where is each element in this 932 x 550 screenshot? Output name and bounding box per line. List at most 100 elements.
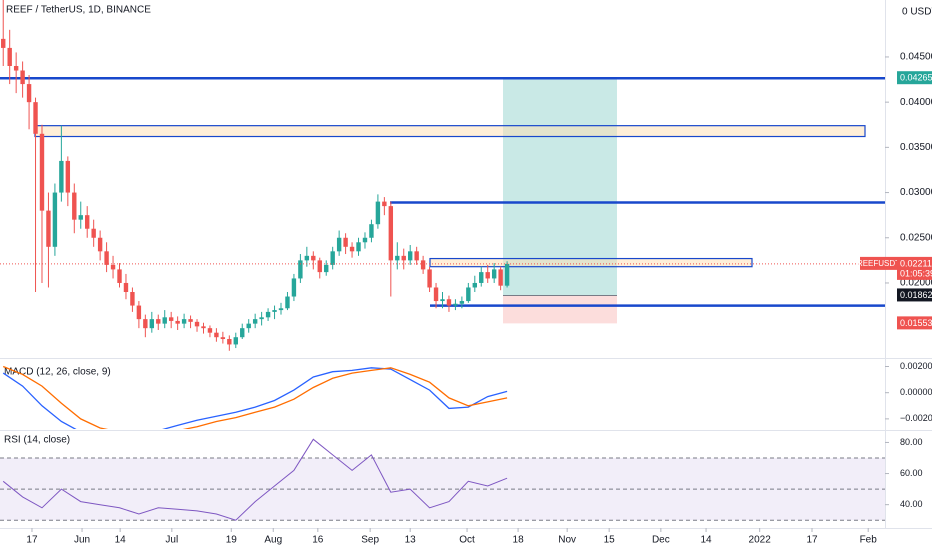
- candle-body: [194, 321, 200, 327]
- rsi-title: RSI (14, close): [4, 435, 70, 446]
- candle-body: [78, 215, 83, 220]
- candle-body: [117, 269, 122, 283]
- candle-body: [259, 317, 264, 320]
- candle-body: [362, 237, 368, 243]
- candle-body: [136, 305, 142, 320]
- candle-body: [13, 65, 19, 71]
- x-tick-label: Jul: [165, 535, 178, 546]
- candle-body: [252, 319, 258, 324]
- last-price-label: 0.02211: [900, 258, 932, 268]
- candle-body: [59, 160, 64, 193]
- rsi-pane: [0, 438, 885, 521]
- price-label-box: [897, 316, 932, 330]
- x-tick-label: Dec: [652, 535, 670, 546]
- zone: [34, 125, 866, 138]
- candle-body: [1, 38, 6, 48]
- candle-body: [472, 282, 477, 288]
- candle-body: [330, 251, 335, 265]
- macd-line: [2, 365, 508, 429]
- candle-body: [343, 237, 348, 247]
- y-tick-label: 60.00: [900, 468, 923, 478]
- candle-body: [356, 242, 361, 252]
- candle-body: [349, 246, 355, 252]
- candle-body: [97, 237, 103, 252]
- candle-body: [46, 210, 51, 247]
- x-tick-label: 14: [115, 535, 127, 546]
- x-tick-label: 2022: [749, 535, 772, 546]
- macd-pane: [2, 365, 508, 429]
- candle-body: [188, 319, 193, 322]
- candle-body: [123, 282, 129, 293]
- candle-body: [427, 269, 432, 288]
- candle-body: [278, 308, 284, 311]
- candle-body: [168, 317, 174, 321]
- price-label: 0.01862: [900, 290, 932, 300]
- candle-body: [433, 287, 439, 302]
- symbol-label: REEFUSDT: [857, 259, 900, 268]
- candle-body: [285, 296, 290, 309]
- candle-body: [110, 264, 116, 270]
- candle-body: [504, 263, 510, 286]
- candle-body: [7, 47, 12, 66]
- candle-body: [52, 192, 58, 247]
- x-tick-label: 16: [312, 535, 324, 546]
- candle-body: [453, 303, 458, 306]
- candle-body: [272, 310, 277, 312]
- candle-body: [298, 260, 303, 279]
- candle-body: [181, 319, 187, 324]
- candle-body: [317, 260, 322, 273]
- candle-body: [26, 84, 32, 103]
- candle-body: [324, 264, 329, 273]
- position-loss: [503, 295, 617, 324]
- x-tick-label: 17: [806, 535, 818, 546]
- candle-body: [395, 255, 400, 261]
- x-tick-label: 18: [513, 535, 525, 546]
- macd-line: [2, 367, 508, 429]
- candle-body: [149, 319, 155, 329]
- candle-body: [246, 323, 251, 329]
- candle-body: [65, 160, 71, 193]
- axis-unit: 0 USDT: [902, 7, 932, 18]
- candle-body: [466, 287, 471, 302]
- candle-body: [375, 201, 381, 225]
- x-tick-label: 17: [26, 535, 38, 546]
- candle-body: [388, 206, 394, 261]
- candle-body: [175, 320, 180, 324]
- candle-body: [414, 251, 419, 261]
- x-tick-label: Sep: [361, 535, 379, 546]
- candle-body: [20, 70, 25, 85]
- y-tick-label: 40.00: [900, 499, 923, 509]
- candle-body: [485, 272, 490, 279]
- countdown-label: 01:05:39: [900, 268, 932, 278]
- y-tick-label: 0.00000: [900, 387, 932, 397]
- chart-title: REEF / TetherUS, 1D, BINANCE: [6, 5, 151, 16]
- candle-body: [401, 255, 406, 261]
- x-tick-label: Oct: [459, 535, 475, 546]
- candle-body: [214, 332, 219, 338]
- price-pane: [0, 0, 885, 351]
- price-label-box: [897, 288, 932, 302]
- x-tick-label: Aug: [264, 535, 282, 546]
- candle-body: [265, 311, 271, 318]
- y-tick-label: 80.00: [900, 437, 923, 447]
- candle-body: [459, 301, 465, 304]
- candle-body: [227, 339, 232, 345]
- symbol-box: [860, 256, 897, 270]
- candle-body: [201, 326, 206, 329]
- candle-body: [336, 237, 342, 252]
- candle-body: [130, 292, 135, 306]
- candle-body: [446, 299, 452, 306]
- candle-body: [240, 328, 245, 338]
- candle-body: [420, 260, 426, 270]
- y-tick-label: 0.00200: [900, 361, 932, 371]
- price-label: 0.04265: [900, 73, 932, 83]
- rsi-line: [2, 438, 508, 521]
- candle-body: [33, 102, 38, 134]
- price-label: 0.01553: [900, 318, 932, 328]
